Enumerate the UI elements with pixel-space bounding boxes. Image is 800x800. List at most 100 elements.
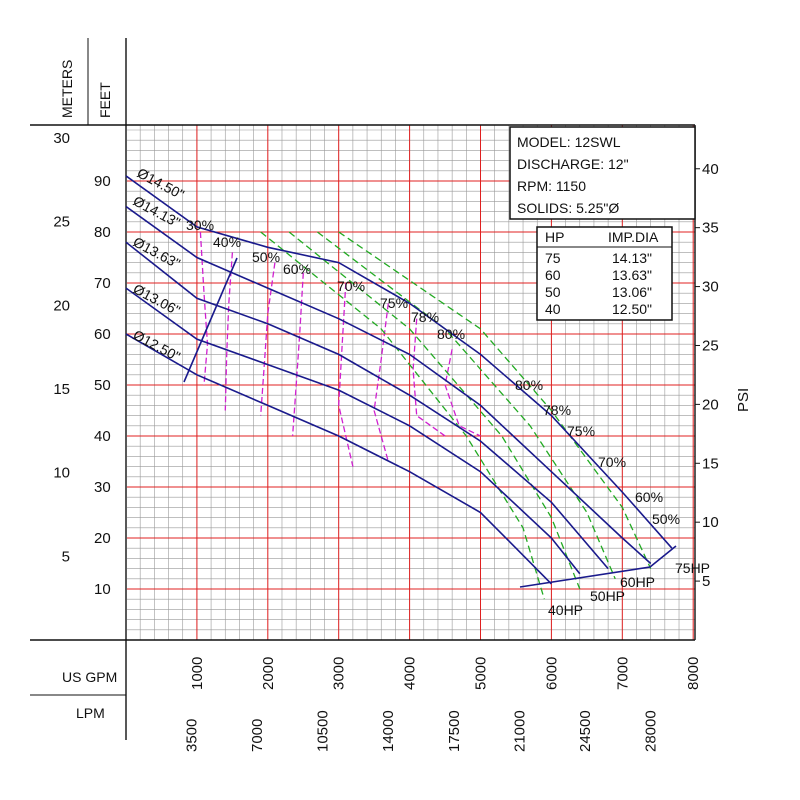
lpm-tick-label: 17500 [446,710,463,752]
impdia-header: IMP.DIA [608,229,659,245]
impeller-curve [125,333,552,585]
efficiency-curve [199,231,209,386]
psi-tick-label: 5 [702,573,710,590]
gpm-tick-label: 5000 [473,657,490,690]
lpm-tick-label: 24500 [577,710,594,752]
efficiency-label: 60% [283,261,311,277]
efficiency-curve [373,303,389,462]
hp-line [260,231,545,600]
meters-tick-label: 10 [53,465,70,482]
diameter-label: Ø12.50" [131,327,183,365]
hp-header: HP [545,229,564,245]
hp-label: 40HP [548,602,583,618]
psi-axis-title: PSI [735,388,752,412]
hp-row-1: 75 [545,250,561,266]
lpm-axis-title: LPM [76,705,105,721]
efficiency-label: 75% [380,295,408,311]
gpm-tick-label: 1000 [189,657,206,690]
right-axis: 5 10 15 20 25 30 35 40 [695,161,719,590]
feet-tick-label: 80 [94,224,111,241]
gpm-tick-label: 2000 [260,657,277,690]
feet-axis-title: FEET [97,82,113,118]
runout-line [519,545,677,588]
efficiency-label: 40% [213,234,241,250]
efficiency-label: 78% [411,309,439,325]
psi-tick-label: 35 [702,220,719,237]
gpm-tick-label: 7000 [614,657,631,690]
diameter-label: Ø13.06" [131,281,183,319]
lpm-tick-label: 3500 [184,719,201,752]
psi-tick-label: 15 [702,455,719,472]
feet-tick-label: 50 [94,377,111,394]
feet-tick-label: 60 [94,326,111,343]
feet-tick-label: 20 [94,530,111,547]
meters-tick-label: 15 [53,381,70,398]
dia-row-3: 13.06" [612,284,652,300]
psi-tick-label: 20 [702,396,719,413]
efficiency-curve [224,252,234,411]
meters-axis-title: METERS [59,60,75,118]
axis-titles: METERS FEET PSI US GPM LPM [59,60,752,721]
hp-label: 60HP [620,574,655,590]
meters-tick-label: 25 [53,214,70,231]
feet-tick-label: 90 [94,173,111,190]
gpm-tick-label: 3000 [331,657,348,690]
psi-tick-label: 40 [702,161,719,178]
feet-tick-label: 40 [94,428,111,445]
lpm-tick-label: 10500 [315,710,332,752]
dia-row-4: 12.50" [612,301,652,317]
gpm-tick-label: 8000 [685,657,702,690]
left-axis: 10 20 30 40 50 60 70 80 90 5 10 15 20 25 30 [53,130,110,598]
bottom-axis: 1000 2000 3000 4000 5000 6000 7000 8000 3500 7000… [184,657,703,752]
efficiency-label: 60% [635,489,663,505]
shutoff-line [183,257,238,383]
efficiency-label: 50% [652,511,680,527]
meters-tick-label: 5 [62,548,70,565]
efficiency-label: 75% [567,423,595,439]
spec-box: MODEL: 12SWL DISCHARGE: 12" RPM: 1150 SO… [509,126,696,220]
impeller-curve [125,287,581,575]
efficiency-curve [338,282,354,467]
impeller-curve [125,175,673,549]
feet-tick-label: 70 [94,275,111,292]
lpm-tick-label: 28000 [642,710,659,752]
hp-row-2: 60 [545,267,561,283]
hp-row-3: 50 [545,284,561,300]
meters-tick-label: 30 [53,130,70,147]
spec-discharge: DISCHARGE: 12" [517,156,629,172]
usgpm-axis-title: US GPM [62,669,117,685]
impeller-curve [125,205,652,565]
spec-solids: SOLIDS: 5.25"Ø [517,200,619,216]
meters-tick-label: 20 [53,297,70,314]
hp-line [317,231,616,580]
spec-model: MODEL: 12SWL [517,134,621,150]
impeller-curve [125,241,609,570]
lpm-tick-label: 21000 [511,710,528,752]
dia-row-1: 14.13" [612,250,652,266]
spec-rpm: RPM: 1150 [517,178,586,194]
hp-table: HP IMP.DIA 75 14.13" 60 13.63" 50 13.06"… [536,226,673,321]
efficiency-curves [199,231,481,467]
lpm-tick-label: 14000 [380,710,397,752]
efficiency-label: 70% [337,278,365,294]
efficiency-label: 50% [252,249,280,265]
hp-line [288,231,581,590]
efficiency-curve [412,318,446,437]
psi-tick-label: 10 [702,514,719,531]
efficiency-curve [260,262,276,416]
feet-tick-label: 10 [94,581,111,598]
efficiency-curve [444,349,481,437]
efficiency-label: 70% [598,454,626,470]
psi-tick-label: 25 [702,337,719,354]
gpm-tick-label: 4000 [402,657,419,690]
efficiency-label: 30% [186,217,214,233]
hp-label: 75HP [675,560,710,576]
efficiency-label: 78% [543,402,571,418]
horsepower-lines [260,231,652,600]
hp-label: 50HP [590,588,625,604]
hp-row-4: 40 [545,301,561,317]
psi-tick-label: 30 [702,279,719,296]
lpm-tick-label: 7000 [249,719,266,752]
efficiency-label: 80% [515,377,543,393]
